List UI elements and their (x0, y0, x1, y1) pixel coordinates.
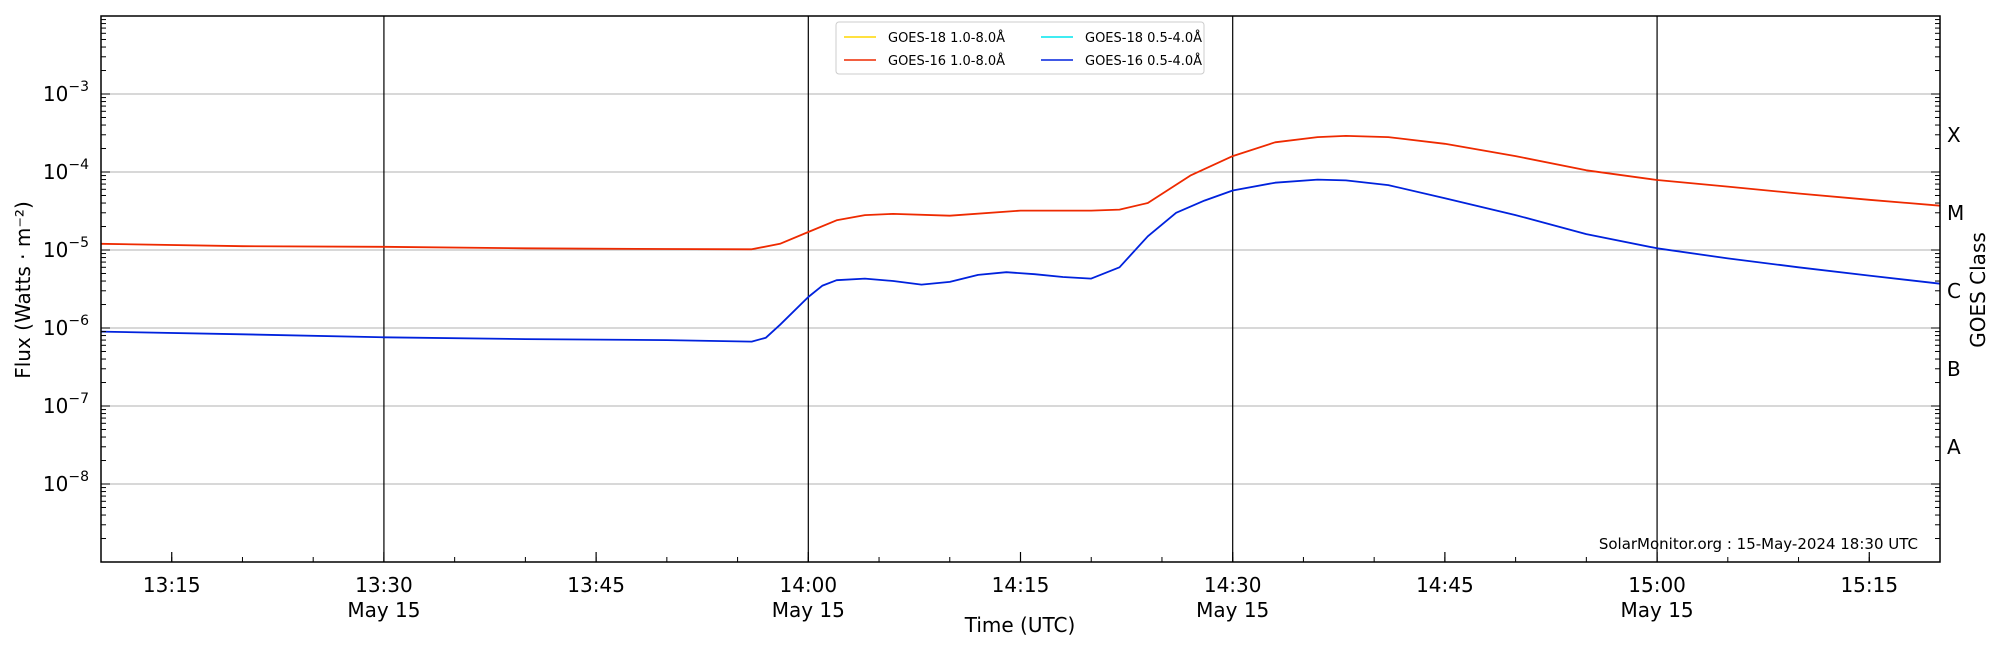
goes-class-labels: A B C M X (1947, 123, 1964, 459)
y-tick-label: 10−6 (43, 313, 89, 340)
goes-class-label: M (1947, 201, 1964, 225)
legend-label: GOES-18 0.5-4.0Å (1085, 30, 1202, 46)
series-line (100, 178, 1941, 343)
x-tick-label: 13:30 (355, 573, 413, 597)
y-axis-label: Flux (Watts · m⁻²) (11, 201, 35, 379)
legend-label: GOES-16 1.0-8.0Å (888, 53, 1005, 69)
x-tick-label: 14:00 (779, 573, 837, 597)
legend-box (835, 21, 1205, 75)
goes-class-label: X (1947, 123, 1961, 147)
series-layer (100, 134, 1941, 343)
y-tick-label: 10−3 (43, 79, 89, 106)
x-tick-label: 15:00 (1628, 573, 1686, 597)
x-tick-date-label: May 15 (1196, 598, 1269, 622)
x-tick-date-label: May 15 (347, 598, 420, 622)
x-tick-label: 14:30 (1204, 573, 1262, 597)
y-axis-label-right: GOES Class (1966, 232, 1990, 348)
goes-class-label: A (1947, 435, 1961, 459)
x-tick-label: 13:45 (567, 573, 625, 597)
x-axis-label: Time (UTC) (964, 613, 1076, 637)
credit-annotation: SolarMonitor.org : 15-May-2024 18:30 UTC (1599, 535, 1918, 553)
goes-class-label: C (1947, 279, 1961, 303)
x-tick-label: 15:15 (1840, 573, 1898, 597)
x-tick-date-label: May 15 (1620, 598, 1693, 622)
goes-class-label: B (1947, 357, 1961, 381)
y-tick-label: 10−4 (43, 157, 89, 184)
x-tick-date-label: May 15 (772, 598, 845, 622)
vertical-time-lines (383, 16, 1658, 562)
plot-frame (100, 15, 1941, 563)
x-tick-label: 14:45 (1416, 573, 1474, 597)
legend-label: GOES-16 0.5-4.0Å (1085, 53, 1202, 69)
x-tick-label: 13:15 (143, 573, 201, 597)
y-tick-labels: 10−3 10−4 10−5 10−6 10−7 10−8 (43, 79, 89, 496)
grid-layer (101, 93, 1940, 485)
x-tick-label: 14:15 (992, 573, 1050, 597)
y-tick-label: 10−7 (43, 391, 89, 418)
legend: GOES-18 1.0-8.0Å GOES-18 0.5-4.0Å GOES-16 … (835, 21, 1205, 75)
legend-label: GOES-18 1.0-8.0Å (888, 30, 1005, 46)
y-tick-label: 10−5 (43, 235, 89, 262)
series-line (100, 134, 1941, 251)
y-tick-label: 10−8 (43, 469, 89, 496)
tick-layer (100, 15, 1941, 563)
